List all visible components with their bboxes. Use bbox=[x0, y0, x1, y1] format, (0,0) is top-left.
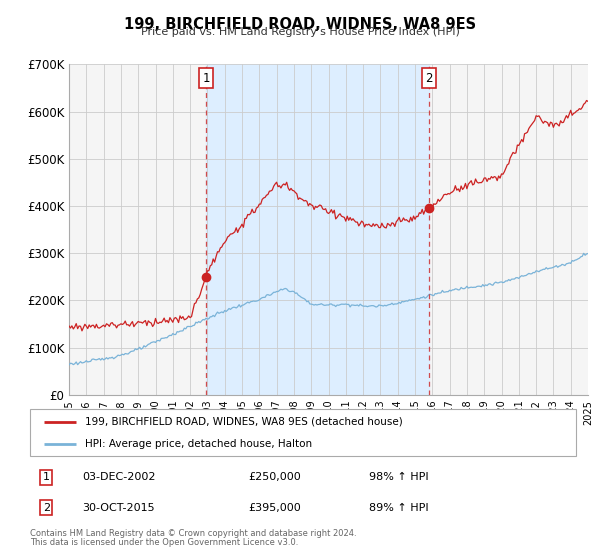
Text: 30-OCT-2015: 30-OCT-2015 bbox=[82, 503, 154, 513]
Text: 1: 1 bbox=[43, 472, 50, 482]
Text: HPI: Average price, detached house, Halton: HPI: Average price, detached house, Halt… bbox=[85, 438, 312, 449]
Text: £395,000: £395,000 bbox=[248, 503, 301, 513]
Text: 1: 1 bbox=[202, 72, 210, 85]
Text: 199, BIRCHFIELD ROAD, WIDNES, WA8 9ES: 199, BIRCHFIELD ROAD, WIDNES, WA8 9ES bbox=[124, 17, 476, 32]
Text: £250,000: £250,000 bbox=[248, 472, 301, 482]
Text: 199, BIRCHFIELD ROAD, WIDNES, WA8 9ES (detached house): 199, BIRCHFIELD ROAD, WIDNES, WA8 9ES (d… bbox=[85, 417, 403, 427]
Text: 2: 2 bbox=[43, 503, 50, 513]
Text: 98% ↑ HPI: 98% ↑ HPI bbox=[368, 472, 428, 482]
Text: 89% ↑ HPI: 89% ↑ HPI bbox=[368, 503, 428, 513]
Bar bbox=[206, 64, 430, 395]
Text: This data is licensed under the Open Government Licence v3.0.: This data is licensed under the Open Gov… bbox=[30, 538, 298, 547]
Text: Price paid vs. HM Land Registry's House Price Index (HPI): Price paid vs. HM Land Registry's House … bbox=[140, 27, 460, 38]
Text: 2: 2 bbox=[425, 72, 433, 85]
Text: 03-DEC-2002: 03-DEC-2002 bbox=[82, 472, 155, 482]
Text: Contains HM Land Registry data © Crown copyright and database right 2024.: Contains HM Land Registry data © Crown c… bbox=[30, 529, 356, 538]
